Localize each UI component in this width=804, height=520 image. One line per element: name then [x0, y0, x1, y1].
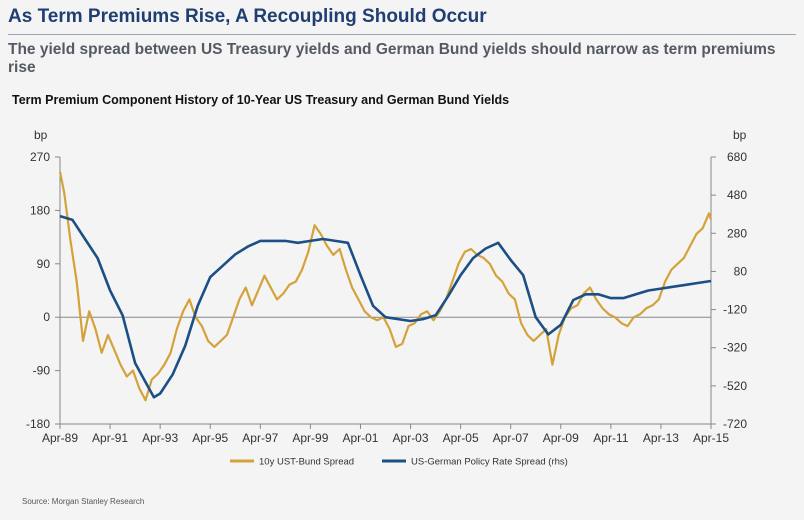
y-right-tick-label: -120: [723, 303, 747, 317]
x-tick-label: Apr-03: [393, 431, 429, 445]
y-right-tick-label: 80: [734, 264, 748, 278]
chart-series: [58, 171, 713, 402]
x-tick-label: Apr-93: [142, 431, 178, 445]
x-tick-label: Apr-15: [693, 431, 729, 445]
series-line-ust-bund-spread: [58, 171, 713, 402]
y-right-tick-label: 480: [727, 188, 747, 202]
legend-ust-bund-spread-label: 10y UST-Bund Spread: [259, 457, 354, 468]
page-title: As Term Premiums Rise, A Recoupling Shou…: [8, 6, 487, 27]
y-left-tick-label: -90: [33, 364, 51, 378]
y-right-tick-label: -320: [723, 341, 747, 355]
x-tick-label: Apr-09: [543, 431, 579, 445]
page-subtitle: The yield spread between US Treasury yie…: [8, 41, 776, 76]
x-tick-label: Apr-89: [42, 431, 78, 445]
chart-axes: bp bp 270 180 90 0 -90 -180 680 480 280 80 -120 -320 -…: [26, 128, 747, 445]
series-line-policy-rate-spread: [59, 214, 712, 399]
y-left-unit: bp: [34, 128, 48, 142]
x-tick-label: Apr-97: [242, 431, 278, 445]
legend-policy-rate-spread-label: US-German Policy Rate Spread (rhs): [411, 457, 568, 468]
x-tick-label: Apr-07: [493, 431, 529, 445]
chart-legend: 10y UST-Bund Spread US-German Policy Rate…: [230, 457, 568, 468]
y-right-tick-label: 680: [727, 150, 747, 164]
x-tick-label: Apr-11: [593, 431, 628, 445]
y-left-tick-label: 90: [37, 257, 51, 271]
y-left-tick-label: -180: [26, 417, 50, 431]
y-right-tick-label: 280: [727, 226, 747, 240]
y-left-tick-label: 0: [43, 310, 50, 324]
title-divider: [8, 34, 796, 35]
y-left-tick-label: 180: [30, 203, 50, 217]
x-tick-label: Apr-05: [443, 431, 479, 445]
y-right-unit: bp: [733, 128, 747, 142]
x-tick-label: Apr-91: [92, 431, 128, 445]
y-right-tick-label: -720: [723, 417, 747, 431]
x-tick-label: Apr-99: [292, 431, 328, 445]
x-tick-label: Apr-13: [643, 431, 679, 445]
source-note: Source: Morgan Stanley Research: [22, 497, 145, 506]
x-tick-label: Apr-95: [192, 431, 228, 445]
chart-title: Term Premium Component History of 10-Yea…: [12, 93, 510, 107]
x-tick-label: Apr-01: [342, 431, 378, 445]
y-right-tick-label: -520: [723, 379, 747, 393]
y-left-tick-label: 270: [30, 150, 50, 164]
